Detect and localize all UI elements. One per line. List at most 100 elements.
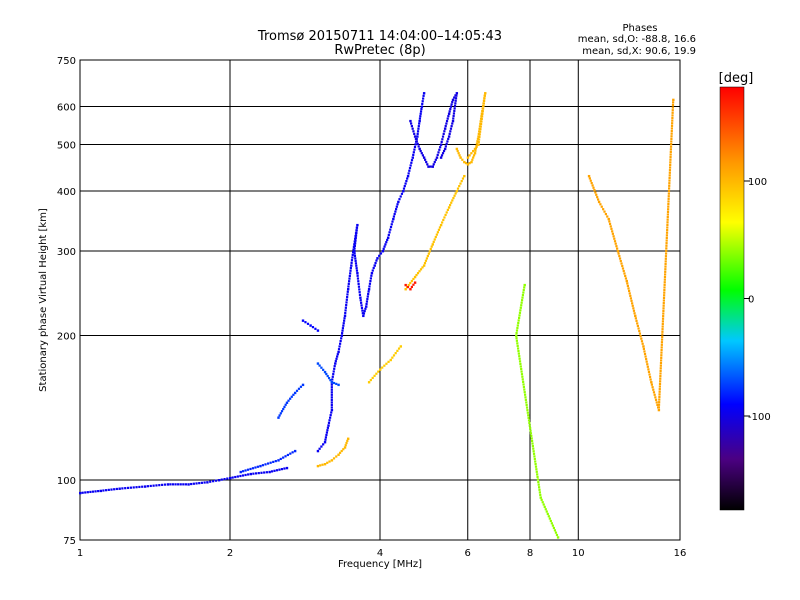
data-point (118, 487, 121, 490)
data-point (368, 282, 372, 285)
data-point (410, 161, 413, 164)
data-point (326, 374, 329, 378)
data-point (518, 357, 521, 360)
data-point (135, 486, 138, 489)
data-point (454, 102, 457, 105)
data-point (330, 381, 334, 384)
data-point (409, 164, 412, 167)
data-point (192, 482, 195, 485)
data-point (669, 158, 672, 161)
data-point (442, 218, 445, 222)
data-point (456, 187, 460, 190)
data-point (348, 274, 351, 278)
data-point (661, 330, 664, 333)
data-point (457, 152, 460, 155)
data-point (338, 451, 342, 454)
grid (80, 60, 680, 540)
data-point (659, 372, 662, 375)
data-point (667, 202, 670, 206)
data-point (520, 299, 524, 302)
data-point (360, 304, 363, 307)
data-point (231, 476, 234, 479)
data-point (666, 213, 669, 216)
data-point (332, 457, 336, 460)
data-point (324, 436, 328, 439)
data-point (642, 347, 645, 350)
data-point (520, 304, 523, 307)
data-point (449, 105, 453, 108)
data-point (546, 512, 549, 516)
data-point (516, 347, 520, 350)
data-point (336, 353, 339, 356)
data-point (664, 257, 667, 260)
data-point (664, 270, 667, 273)
data-point (410, 285, 413, 289)
data-point (436, 153, 439, 157)
data-point (451, 98, 455, 102)
data-point (351, 256, 354, 259)
data-point (348, 280, 351, 283)
data-point (641, 342, 644, 345)
data-point (343, 314, 347, 318)
data-point (421, 100, 424, 103)
data-point (89, 490, 92, 494)
data-point (610, 227, 613, 230)
data-point (670, 137, 673, 140)
data-point (242, 470, 245, 473)
data-point (447, 112, 451, 115)
data-point (418, 147, 421, 151)
data-point (217, 479, 221, 482)
data-point (440, 140, 443, 144)
data-point (667, 192, 670, 195)
data-point (413, 145, 417, 149)
data-point (536, 478, 540, 481)
data-point (424, 158, 427, 161)
data-point (539, 496, 542, 499)
data-point (454, 97, 458, 100)
data-point (255, 472, 258, 475)
data-point (607, 217, 610, 221)
data-point (316, 449, 320, 453)
data-point (293, 391, 297, 395)
data-point (450, 125, 453, 128)
data-point (356, 277, 360, 280)
data-point (608, 220, 611, 223)
data-point (664, 268, 667, 271)
data-point (663, 294, 666, 297)
data-point (399, 345, 403, 348)
data-point (521, 296, 524, 299)
data-point (379, 368, 382, 371)
data-point (323, 370, 327, 374)
data-point (629, 297, 633, 300)
data-point (177, 483, 180, 486)
data-point (660, 359, 663, 362)
y-tick-label: 200 (57, 332, 76, 343)
data-point (447, 206, 451, 209)
data-point (353, 254, 357, 258)
data-point (659, 380, 662, 383)
data-point (385, 241, 388, 244)
data-point (459, 156, 462, 159)
data-point (345, 301, 348, 304)
data-point (452, 197, 455, 200)
data-point (668, 166, 672, 169)
data-point (458, 154, 461, 157)
data-point (330, 398, 333, 401)
data-point (472, 156, 475, 159)
data-point (643, 352, 647, 356)
data-point (327, 421, 331, 424)
data-point (422, 264, 426, 267)
data-point (670, 132, 673, 135)
data-point (450, 103, 453, 106)
data-point (435, 156, 439, 159)
data-point (438, 226, 442, 229)
data-point (414, 143, 417, 146)
data-point (434, 235, 437, 239)
data-point (390, 223, 393, 226)
data-point (659, 377, 662, 380)
data-point (349, 267, 352, 270)
y-tick-label: 75 (63, 536, 76, 547)
data-point (436, 231, 439, 234)
data-point (354, 242, 357, 245)
data-point (284, 403, 287, 406)
